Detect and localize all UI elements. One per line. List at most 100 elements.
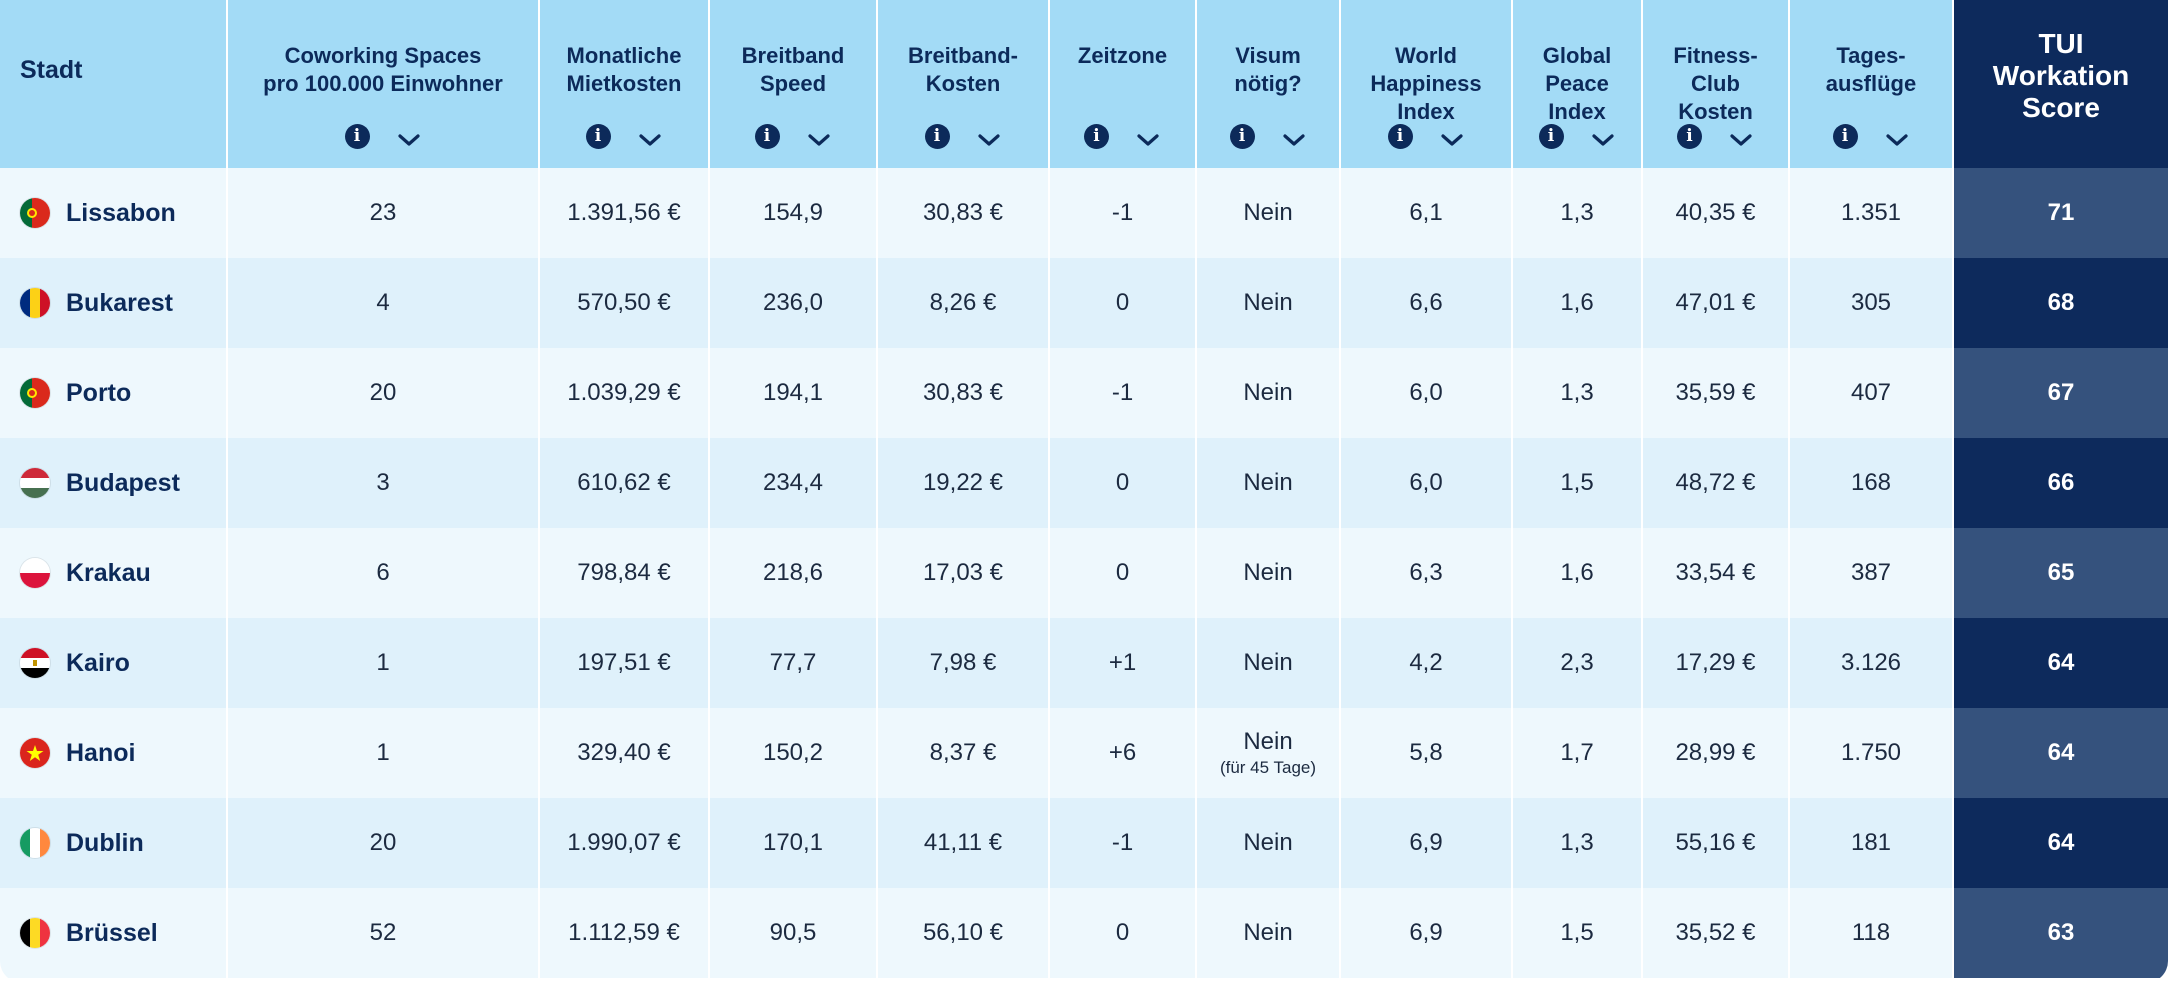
peace-cell: 1,3 <box>1512 348 1643 438</box>
city-cell-content: Lissabon <box>20 198 226 228</box>
portugal-flag-icon <box>20 378 50 408</box>
happiness-cell: 6,1 <box>1340 168 1513 258</box>
info-icon[interactable]: i <box>585 124 611 149</box>
visa-note: (für 45 Tage) <box>1219 758 1317 777</box>
timezone-cell: -1 <box>1049 168 1197 258</box>
city-cell: Budapest <box>0 438 228 528</box>
timezone-cell: 0 <box>1049 888 1197 978</box>
rent-cell: 329,40 € <box>539 708 710 798</box>
visa-value: Nein <box>1243 469 1293 496</box>
city-cell: Kairo <box>0 618 228 708</box>
visa-value: Nein <box>1243 199 1293 226</box>
fitness-cost-cell: 35,59 € <box>1642 348 1790 438</box>
rent-cell: 1.990,07 € <box>539 798 710 888</box>
city-name: Budapest <box>66 468 180 497</box>
info-icon[interactable]: i <box>754 124 780 149</box>
day-trips-cell: 387 <box>1789 528 1954 618</box>
visa-value: Nein <box>1243 289 1293 316</box>
table-row: Krakau 6 798,84 €218,6 17,03 €0 Nein 6,3 1,6 33… <box>0 528 2168 618</box>
chevron-down-icon[interactable] <box>1728 128 1754 146</box>
visa-cell: Nein <box>1196 348 1341 438</box>
info-icon[interactable]: i <box>924 124 950 149</box>
chevron-down-icon[interactable] <box>1439 128 1465 146</box>
coworking-cell: 23 <box>227 168 540 258</box>
chevron-down-icon[interactable] <box>637 128 663 146</box>
info-icon[interactable]: i <box>1538 124 1564 149</box>
score-cell: 65 <box>1953 528 2168 618</box>
info-icon[interactable]: i <box>1832 124 1858 149</box>
header-timezone: Zeitzone i <box>1049 0 1197 168</box>
day-trips-cell: 181 <box>1789 798 1954 888</box>
happiness-cell: 6,9 <box>1340 888 1513 978</box>
timezone-cell: -1 <box>1049 798 1197 888</box>
chevron-down-icon[interactable] <box>806 128 832 146</box>
chevron-down-icon[interactable] <box>1590 128 1616 146</box>
chevron-down-icon[interactable] <box>1281 128 1307 146</box>
city-cell: Porto <box>0 348 228 438</box>
header-monthly-rent: Monatliche Mietkosten i <box>539 0 710 168</box>
info-icon[interactable]: i <box>344 124 370 149</box>
vietnam-flag-icon <box>20 738 50 768</box>
coworking-cell: 52 <box>227 888 540 978</box>
header-controls-broadband-cost: i <box>878 124 1048 149</box>
score-cell: 64 <box>1953 798 2168 888</box>
timezone-cell: 0 <box>1049 258 1197 348</box>
info-icon[interactable]: i <box>1229 124 1255 149</box>
header-label-coworking-spaces: Coworking Spaces pro 100.000 Einwohner <box>263 43 503 96</box>
header-global-peace-index: Global Peace Index i <box>1512 0 1643 168</box>
visa-value: Nein <box>1243 649 1293 676</box>
speed-cell: 154,9 <box>709 168 878 258</box>
chevron-down-icon[interactable] <box>1135 128 1161 146</box>
table-row: Hanoi 1 329,40 €150,2 8,37 € +6 Nein (für 45 T… <box>0 708 2168 798</box>
header-label-monthly-rent: Monatliche Mietkosten <box>566 43 682 96</box>
peace-cell: 2,3 <box>1512 618 1643 708</box>
rent-cell: 1.039,29 € <box>539 348 710 438</box>
info-icon[interactable]: i <box>1084 124 1109 149</box>
header-label-world-happiness-index: World Happiness Index <box>1370 43 1482 124</box>
day-trips-cell: 168 <box>1789 438 1954 528</box>
header-label-broadband-speed: Breitband Speed <box>741 43 845 96</box>
table-row: Budapest 3 610,62 €234,4 19,22 €0 Nein 6,0 1,5… <box>0 438 2168 528</box>
table-row: Brüssel 52 1.112,59 €90,5 56,10 €0 Nein 6,9 1,… <box>0 888 2168 978</box>
chevron-down-icon[interactable] <box>976 128 1002 146</box>
happiness-cell: 6,6 <box>1340 258 1513 348</box>
header-day-trips: Tages-ausflüge i <box>1789 0 1954 168</box>
city-cell-content: Porto <box>20 378 226 408</box>
city-name: Dublin <box>66 828 144 857</box>
header-controls-visa-required: i <box>1197 124 1339 149</box>
coworking-cell: 1 <box>227 708 540 798</box>
visa-value: Nein <box>1243 559 1293 586</box>
header-controls-coworking-spaces: i <box>228 124 538 149</box>
info-icon[interactable]: i <box>1387 124 1413 149</box>
info-icon[interactable]: i <box>1677 124 1702 149</box>
visa-cell: Nein <box>1196 438 1341 528</box>
speed-cell: 170,1 <box>709 798 878 888</box>
day-trips-cell: 305 <box>1789 258 1954 348</box>
speed-cell: 234,4 <box>709 438 878 528</box>
day-trips-cell: 407 <box>1789 348 1954 438</box>
peace-cell: 1,7 <box>1512 708 1643 798</box>
happiness-cell: 5,8 <box>1340 708 1513 798</box>
fitness-cost-cell: 28,99 € <box>1642 708 1790 798</box>
header-label-visa-required: Visum nötig? <box>1234 43 1302 96</box>
table-header-row: Stadt Coworking Spaces pro 100.000 Einwohn… <box>0 0 2168 168</box>
coworking-cell: 6 <box>227 528 540 618</box>
fitness-cost-cell: 47,01 € <box>1642 258 1790 348</box>
broadband-cost-cell: 19,22 € <box>877 438 1050 528</box>
city-name: Porto <box>66 378 132 407</box>
header-fitness-club-cost: Fitness- Club Kosten i <box>1642 0 1790 168</box>
city-name: Brüssel <box>66 918 158 947</box>
score-cell: 67 <box>1953 348 2168 438</box>
belgium-flag-icon <box>20 918 50 948</box>
header-controls-timezone: i <box>1050 124 1195 149</box>
peace-cell: 1,6 <box>1512 528 1643 618</box>
header-label-broadband-cost: Breitband- Kosten <box>908 43 1018 96</box>
score-cell: 63 <box>1953 888 2168 978</box>
romania-flag-icon <box>20 288 50 318</box>
header-controls-global-peace-index: i <box>1513 124 1641 149</box>
header-controls-broadband-speed: i <box>710 124 876 149</box>
rent-cell: 798,84 € <box>539 528 710 618</box>
chevron-down-icon[interactable] <box>396 128 422 146</box>
chevron-down-icon[interactable] <box>1884 128 1910 146</box>
happiness-cell: 6,0 <box>1340 438 1513 528</box>
